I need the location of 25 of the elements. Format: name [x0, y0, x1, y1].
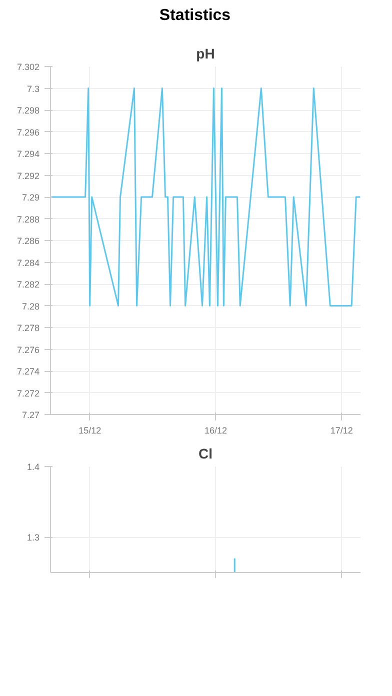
y-tick-label: 7.282	[16, 280, 40, 290]
y-tick-label: 7.284	[16, 258, 40, 268]
y-tick-label: 7.296	[16, 127, 40, 138]
chart-title: Cl	[198, 446, 212, 462]
y-tick-label: 7.288	[16, 214, 40, 224]
y-tick-label: 1.3	[26, 532, 40, 543]
y-tick-label: 7.294	[16, 149, 40, 159]
y-tick-label: 7.302	[16, 62, 40, 72]
x-tick-label: 15/12	[78, 426, 102, 436]
y-tick-label: 7.286	[16, 236, 40, 246]
y-tick-label: 7.272	[16, 388, 40, 398]
y-tick-label: 7.28	[22, 301, 40, 312]
y-tick-label: 1.4	[26, 462, 40, 472]
x-tick-label: 16/12	[204, 426, 227, 436]
y-tick-label: 7.3	[26, 84, 40, 94]
y-tick-label: 7.278	[16, 323, 40, 333]
y-tick-label: 7.29	[22, 192, 40, 202]
y-tick-label: 7.276	[16, 344, 40, 355]
chart-title: pH	[196, 46, 215, 62]
y-tick-label: 7.27	[22, 410, 40, 420]
x-tick-label: 17/12	[330, 426, 353, 436]
y-tick-label: 7.298	[16, 106, 40, 116]
y-tick-label: 7.274	[16, 366, 40, 376]
y-tick-label: 7.292	[16, 170, 40, 181]
text: Statistics	[159, 6, 231, 26]
